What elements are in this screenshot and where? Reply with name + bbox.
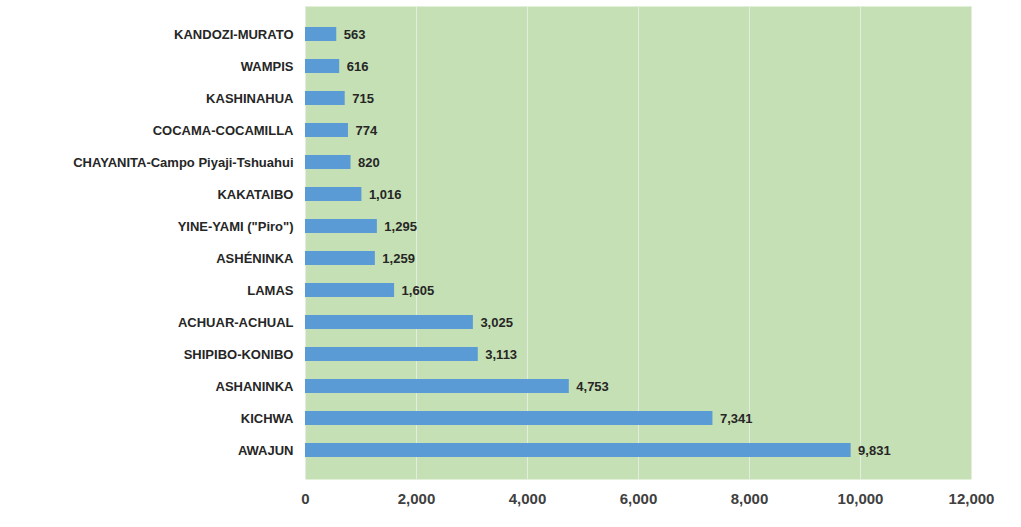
svg-text:3,113: 3,113 xyxy=(485,347,517,362)
svg-text:KANDOZI-MURATO: KANDOZI-MURATO xyxy=(174,27,293,42)
svg-text:SHIPIBO-KONIBO: SHIPIBO-KONIBO xyxy=(184,347,294,362)
svg-text:KASHINAHUA: KASHINAHUA xyxy=(206,91,294,106)
svg-text:1,295: 1,295 xyxy=(384,219,417,234)
svg-text:ASHÉNINKA: ASHÉNINKA xyxy=(216,251,294,266)
svg-text:4,753: 4,753 xyxy=(576,379,609,394)
svg-text:616: 616 xyxy=(347,59,369,74)
svg-text:KAKATAIBO: KAKATAIBO xyxy=(217,187,293,202)
svg-text:563: 563 xyxy=(344,27,366,42)
svg-text:820: 820 xyxy=(358,155,380,170)
svg-text:774: 774 xyxy=(355,123,377,138)
svg-text:KICHWA: KICHWA xyxy=(241,411,294,426)
svg-text:COCAMA-COCAMILLA: COCAMA-COCAMILLA xyxy=(153,123,294,138)
svg-text:2,000: 2,000 xyxy=(398,490,436,507)
svg-text:7,341: 7,341 xyxy=(720,411,753,426)
svg-text:1,605: 1,605 xyxy=(402,283,435,298)
svg-text:WAMPIS: WAMPIS xyxy=(241,59,294,74)
svg-text:ASHANINKA: ASHANINKA xyxy=(216,379,295,394)
svg-text:715: 715 xyxy=(352,91,374,106)
svg-text:4,000: 4,000 xyxy=(509,490,547,507)
svg-text:12,000: 12,000 xyxy=(949,490,995,507)
svg-text:3,025: 3,025 xyxy=(480,315,513,330)
svg-text:10,000: 10,000 xyxy=(838,490,884,507)
svg-text:6,000: 6,000 xyxy=(620,490,658,507)
svg-text:9,831: 9,831 xyxy=(858,443,891,458)
svg-text:YINE-YAMI ("Piro"): YINE-YAMI ("Piro") xyxy=(178,219,294,234)
svg-text:ACHUAR-ACHUAL: ACHUAR-ACHUAL xyxy=(178,315,294,330)
svg-text:AWAJUN: AWAJUN xyxy=(238,443,294,458)
svg-text:LAMAS: LAMAS xyxy=(247,283,294,298)
svg-text:8,000: 8,000 xyxy=(731,490,769,507)
svg-text:1,259: 1,259 xyxy=(382,251,415,266)
svg-text:CHAYANITA-Campo Piyaji-Tshuahu: CHAYANITA-Campo Piyaji-Tshuahui xyxy=(73,155,293,170)
svg-text:0: 0 xyxy=(301,490,309,507)
svg-text:1,016: 1,016 xyxy=(369,187,402,202)
